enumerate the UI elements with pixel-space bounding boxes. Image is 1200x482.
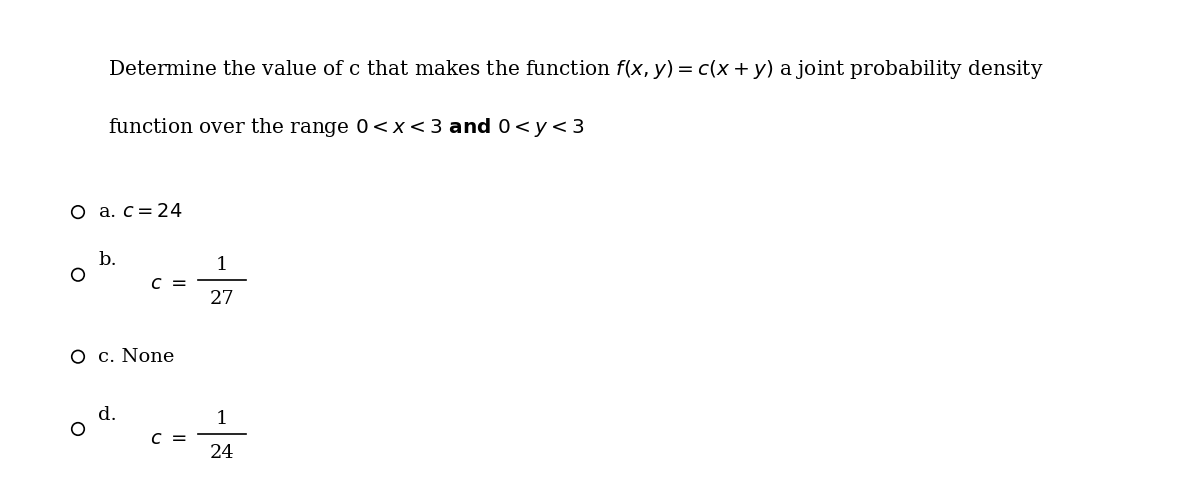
Text: 27: 27 [210,290,234,308]
Text: c. None: c. None [98,348,175,366]
Text: a. $c = 24$: a. $c = 24$ [98,203,182,221]
Text: 1: 1 [216,410,228,428]
Text: function over the range $0 < x < 3$ $\mathit{\mathbf{and}}$ $0 < y < 3$: function over the range $0 < x < 3$ $\ma… [108,116,584,139]
Text: 1: 1 [216,256,228,274]
Text: d.: d. [98,405,118,424]
Text: 24: 24 [210,444,234,462]
Text: $c\ =$: $c\ =$ [150,275,187,294]
Text: b.: b. [98,251,118,269]
Text: $c\ =$: $c\ =$ [150,429,187,448]
Text: Determine the value of c that makes the function $f(x, y) = c(x + y)$ a joint pr: Determine the value of c that makes the … [108,58,1044,81]
